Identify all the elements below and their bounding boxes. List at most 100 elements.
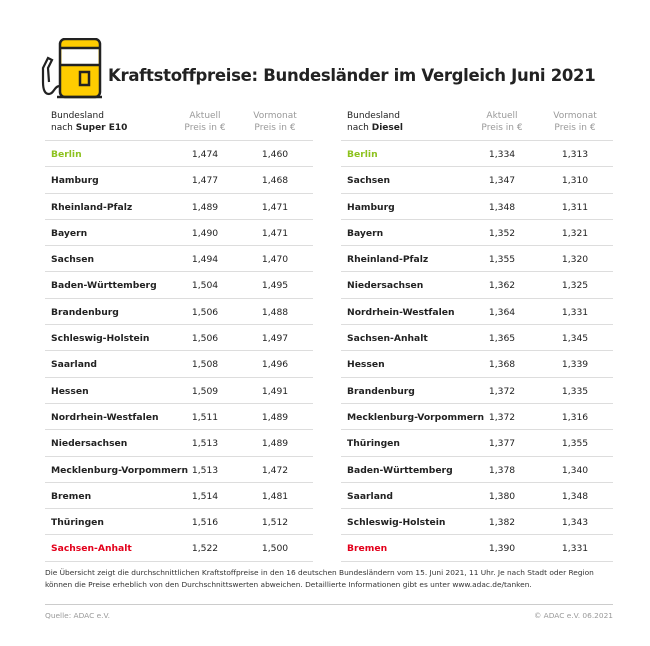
price-previous-month: 1,491 bbox=[261, 385, 289, 397]
price-previous-month: 1,495 bbox=[261, 280, 289, 292]
copyright: © ADAC e.V. 06.2021 bbox=[533, 611, 613, 620]
state-name: Nordrhein-Westfalen bbox=[51, 411, 159, 423]
column-bundesland: Bundesland nach Diesel bbox=[347, 111, 403, 133]
table-row: Sachsen-Anhalt 1,522 1,500 bbox=[45, 535, 313, 562]
price-previous-month: 1,331 bbox=[561, 306, 589, 318]
price-previous-month: 1,481 bbox=[261, 490, 289, 502]
price-current: 1,334 bbox=[488, 149, 516, 160]
table-header: Bundesland nach Super E10 Aktuell Preis in… bbox=[45, 110, 313, 141]
price-current: 1,516 bbox=[191, 517, 219, 529]
price-previous-month: 1,472 bbox=[261, 464, 289, 476]
table-row: Sachsen 1,494 1,470 bbox=[45, 246, 313, 273]
price-current: 1,380 bbox=[488, 490, 516, 502]
price-current: 1,508 bbox=[191, 359, 219, 371]
price-current: 1,506 bbox=[191, 306, 219, 318]
state-name: Niedersachsen bbox=[347, 280, 424, 292]
state-name: Rheinland-Pfalz bbox=[51, 201, 133, 213]
fuel-pump-icon bbox=[41, 38, 102, 99]
table-row: Brandenburg 1,506 1,488 bbox=[45, 299, 313, 326]
fuel-type: Diesel bbox=[371, 123, 403, 133]
state-name: Saarland bbox=[347, 490, 394, 502]
table-row: Niedersachsen 1,513 1,489 bbox=[45, 430, 313, 457]
price-current: 1,362 bbox=[488, 280, 516, 292]
footnote: Die Übersicht zeigt die durchschnittlich… bbox=[45, 568, 594, 589]
state-name: Hamburg bbox=[347, 201, 395, 213]
page-title: Kraftstoffpreise: Bundesländer im Vergle… bbox=[108, 66, 596, 85]
price-current: 1,474 bbox=[191, 149, 219, 160]
state-name: Bayern bbox=[347, 227, 384, 239]
price-current: 1,377 bbox=[488, 438, 516, 450]
state-name: Mecklenburg-Vorpommern bbox=[51, 464, 189, 476]
price-previous-month: 1,310 bbox=[561, 175, 589, 187]
price-current: 1,365 bbox=[488, 333, 516, 345]
table-row: Rheinland-Pfalz 1,489 1,471 bbox=[45, 194, 313, 220]
price-previous-month: 1,460 bbox=[261, 149, 289, 160]
price-previous-month: 1,313 bbox=[561, 149, 589, 160]
state-name: Hamburg bbox=[51, 175, 99, 187]
state-name: Mecklenburg-Vorpommern bbox=[347, 411, 485, 423]
table-row: Mecklenburg-Vorpommern 1,513 1,472 bbox=[45, 457, 313, 483]
state-name: Bremen bbox=[347, 543, 388, 555]
price-previous-month: 1,488 bbox=[261, 306, 289, 318]
state-name: Brandenburg bbox=[347, 385, 415, 397]
state-name: Rheinland-Pfalz bbox=[347, 254, 429, 266]
table-row: Bremen 1,514 1,481 bbox=[45, 483, 313, 510]
price-current: 1,494 bbox=[191, 254, 219, 266]
state-name: Bayern bbox=[51, 227, 88, 239]
state-name: Thüringen bbox=[347, 438, 400, 450]
price-previous-month: 1,500 bbox=[261, 543, 289, 555]
table-row: Bremen 1,390 1,331 bbox=[341, 535, 613, 562]
state-name: Hessen bbox=[347, 359, 385, 371]
state-name: Berlin bbox=[347, 149, 378, 160]
table-row: Berlin 1,334 1,313 bbox=[341, 141, 613, 168]
price-previous-month: 1,489 bbox=[261, 438, 289, 450]
price-current: 1,513 bbox=[191, 438, 219, 450]
price-current: 1,372 bbox=[488, 385, 516, 397]
state-name: Brandenburg bbox=[51, 306, 119, 318]
price-current: 1,368 bbox=[488, 359, 516, 371]
price-current: 1,506 bbox=[191, 333, 219, 345]
price-previous-month: 1,512 bbox=[261, 517, 289, 529]
column-vormonat: Vormonat Preis in € bbox=[553, 111, 597, 133]
price-previous-month: 1,496 bbox=[261, 359, 289, 371]
table-row: Schleswig-Holstein 1,382 1,343 bbox=[341, 509, 613, 536]
table-row: Bayern 1,490 1,471 bbox=[45, 220, 313, 247]
price-previous-month: 1,471 bbox=[261, 201, 289, 213]
price-current: 1,364 bbox=[488, 306, 516, 318]
table-row: Schleswig-Holstein 1,506 1,497 bbox=[45, 325, 313, 352]
price-current: 1,511 bbox=[191, 411, 219, 423]
table-row: Hamburg 1,348 1,311 bbox=[341, 194, 613, 220]
table-row: Brandenburg 1,372 1,335 bbox=[341, 378, 613, 404]
table-header: Bundesland nach Diesel Aktuell Preis in € … bbox=[341, 110, 613, 141]
state-name: Sachsen-Anhalt bbox=[347, 333, 428, 345]
price-previous-month: 1,311 bbox=[561, 201, 589, 213]
divider bbox=[45, 604, 613, 605]
price-current: 1,390 bbox=[488, 543, 516, 555]
column-aktuell: Aktuell Preis in € bbox=[184, 111, 226, 133]
price-current: 1,347 bbox=[488, 175, 516, 187]
price-current: 1,372 bbox=[488, 411, 516, 423]
table-row: Saarland 1,508 1,496 bbox=[45, 351, 313, 378]
table-row: Hessen 1,509 1,491 bbox=[45, 378, 313, 404]
price-current: 1,348 bbox=[488, 201, 516, 213]
price-previous-month: 1,345 bbox=[561, 333, 589, 345]
column-aktuell: Aktuell Preis in € bbox=[481, 111, 523, 133]
state-name: Schleswig-Holstein bbox=[347, 517, 446, 529]
state-name: Niedersachsen bbox=[51, 438, 128, 450]
price-current: 1,382 bbox=[488, 517, 516, 529]
column-bundesland: Bundesland nach Super E10 bbox=[51, 111, 128, 133]
price-current: 1,490 bbox=[191, 227, 219, 239]
price-previous-month: 1,325 bbox=[561, 280, 589, 292]
price-current: 1,522 bbox=[191, 543, 219, 555]
table-row: Baden-Württemberg 1,504 1,495 bbox=[45, 272, 313, 299]
price-previous-month: 1,320 bbox=[561, 254, 589, 266]
table-row: Niedersachsen 1,362 1,325 bbox=[341, 272, 613, 299]
price-previous-month: 1,316 bbox=[561, 411, 589, 423]
fuel-type: Super E10 bbox=[75, 123, 128, 133]
table-row: Mecklenburg-Vorpommern 1,372 1,316 bbox=[341, 404, 613, 431]
price-previous-month: 1,471 bbox=[261, 227, 289, 239]
table-row: Berlin 1,474 1,460 bbox=[45, 141, 313, 168]
table-row: Thüringen 1,516 1,512 bbox=[45, 509, 313, 536]
diesel-table: Bundesland nach Diesel Aktuell Preis in € … bbox=[341, 110, 613, 562]
